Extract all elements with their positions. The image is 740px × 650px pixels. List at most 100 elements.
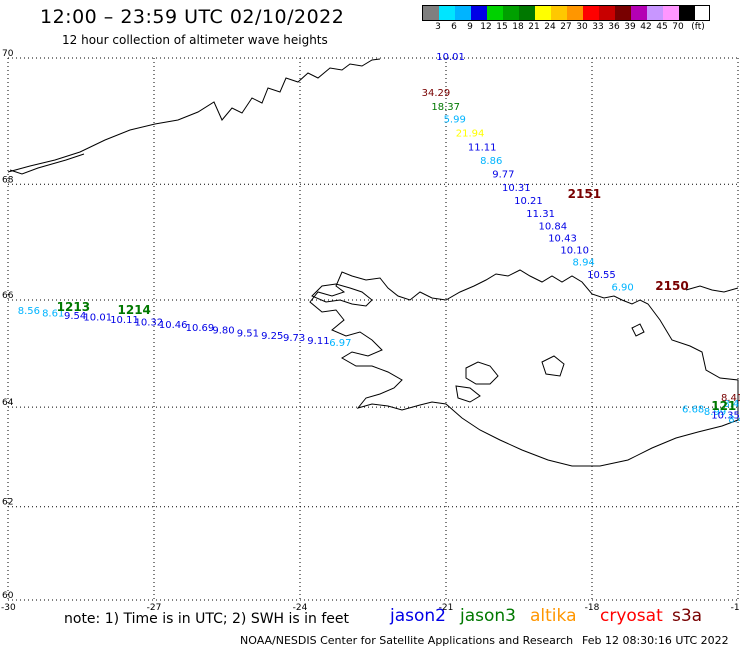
legend-tick-label: 15 — [496, 22, 508, 32]
legend-swatch — [503, 6, 519, 20]
satellite-s3a-label: s3a — [672, 606, 703, 626]
wave-height-value: 18.37 — [431, 102, 460, 113]
legend-swatch — [679, 6, 695, 20]
legend-tick-label: 3 — [435, 22, 441, 32]
legend-swatch — [439, 6, 455, 20]
latitude-label: 64 — [2, 398, 14, 408]
wave-height-value: 11.11 — [468, 143, 497, 154]
pass-time-label: 2150 — [655, 279, 688, 293]
legend-tick-label: 21 — [528, 22, 540, 32]
wave-height-value: 8.47 — [728, 414, 740, 425]
wave-height-value: 6.90 — [611, 283, 633, 294]
wave-height-value: 6.97 — [329, 338, 351, 349]
wave-height-value: 10.84 — [538, 221, 567, 232]
legend-tick-labels: 3 6 9 12 15 18 21 24 27 30 33 36 39 42 45 70 (ft) — [422, 22, 710, 32]
pass-time-label: 1214 — [118, 303, 151, 317]
longitude-label: -18 — [585, 603, 600, 613]
legend-swatch — [663, 6, 679, 20]
legend-swatch — [583, 6, 599, 20]
wave-height-value: 9.11 — [307, 336, 329, 347]
pass-time-label: 2151 — [568, 187, 601, 201]
wave-height-value: 9.77 — [492, 170, 514, 181]
wave-height-value: 10.10 — [560, 246, 589, 257]
legend-swatch — [487, 6, 503, 20]
satellite-jason2-label: jason2 — [390, 606, 446, 626]
legend-swatch — [455, 6, 471, 20]
chart-subtitle: 12 hour collection of altimeter wave hei… — [62, 33, 328, 47]
legend-tick-label: 24 — [544, 22, 556, 32]
wave-height-value: 10.69 — [186, 323, 215, 334]
wave-height-value: 8.99 — [704, 407, 726, 418]
latitude-label: 60 — [2, 591, 14, 601]
wave-height-value: 8.41 — [721, 393, 740, 404]
satellite-pass-labels: 2151 2150 1213 1214 121 — [57, 187, 737, 413]
greenland-coastline — [7, 58, 381, 173]
legend-tick-label: 70 — [672, 22, 684, 32]
wave-height-value: 9.51 — [237, 328, 259, 339]
wave-height-legend: 3 6 9 12 15 18 21 24 27 30 33 36 39 42 45 70 (ft) — [422, 5, 710, 32]
wave-height-value: 8.56 — [18, 306, 40, 317]
wave-height-value: 9.54 — [64, 311, 86, 322]
longitude-label: -15 — [731, 603, 740, 613]
legend-tick-label: 18 — [512, 22, 524, 32]
credit-line: NOAA/NESDIS Center for Satellite Applica… — [240, 634, 574, 647]
legend-tick-label: 30 — [576, 22, 588, 32]
legend-swatch — [615, 6, 631, 20]
legend-swatch — [567, 6, 583, 20]
wave-height-value: 21.94 — [456, 128, 485, 139]
longitude-label: -21 — [439, 603, 454, 613]
wave-height-value: 10.46 — [159, 320, 188, 331]
chart-title: 12:00 – 23:59 UTC 02/10/2022 — [40, 6, 345, 28]
wave-height-value: 6.68 — [682, 405, 704, 416]
wave-height-value: 5.99 — [444, 115, 466, 126]
lat-lon-grid — [7, 57, 739, 601]
wave-height-value: 9.80 — [212, 326, 234, 337]
units-note: note: 1) Time is in UTC; 2) SWH is in fe… — [64, 611, 350, 627]
wave-height-value: 10.21 — [514, 196, 543, 207]
pass-time-label: 121 — [711, 399, 736, 413]
legend-tick-label: 33 — [592, 22, 604, 32]
pass-time-label: 1213 — [57, 300, 90, 314]
legend-tick-label: 12 — [480, 22, 492, 32]
legend-swatch — [535, 6, 551, 20]
lake-2 — [541, 355, 565, 377]
legend-swatch — [471, 6, 487, 20]
legend-tick-label: 6 — [451, 22, 457, 32]
latitude-label: 70 — [2, 49, 14, 59]
legend-tick-label: 9 — [467, 22, 473, 32]
wave-height-value: 10.35 — [711, 410, 740, 421]
greenland-coastline-inner — [9, 153, 85, 175]
legend-swatch — [423, 6, 439, 20]
lake-3 — [455, 385, 481, 403]
legend-tick-label: 45 — [656, 22, 668, 32]
wave-height-value: 8.61 — [42, 309, 64, 320]
legend-swatch — [519, 6, 535, 20]
latitude-label: 68 — [2, 175, 14, 185]
legend-swatch — [599, 6, 615, 20]
legend-tick-label: 27 — [560, 22, 572, 32]
generated-timestamp: Feb 12 08:30:16 UTC 2022 — [582, 634, 729, 647]
legend-tick-label: 42 — [640, 22, 652, 32]
wave-height-value: 34.29 — [422, 88, 451, 99]
legend-swatch — [647, 6, 663, 20]
satellite-altika-label: altika — [530, 606, 577, 626]
latitude-label: 66 — [2, 291, 14, 301]
jan-mayen-shoreline — [631, 323, 645, 337]
wave-height-observations: 10.01 34.29 18.37 5.99 21.94 11.11 8.86 9.77 10.… — [18, 52, 740, 425]
longitude-label: -30 — [1, 603, 16, 613]
wave-height-value: 10.01 — [436, 52, 465, 63]
wave-height-value: 10.55 — [587, 270, 616, 281]
latitude-label: 62 — [2, 498, 13, 508]
wave-height-value: 9.73 — [283, 333, 305, 344]
legend-color-bar — [422, 5, 710, 21]
wave-height-value: 8.43 — [723, 399, 740, 410]
longitude-label: -27 — [147, 603, 162, 613]
wave-height-value: 11.31 — [526, 209, 555, 220]
wave-height-value: 10.01 — [83, 312, 112, 323]
legend-tick-label: 39 — [624, 22, 636, 32]
legend-swatch — [631, 6, 647, 20]
wave-height-value: 8.86 — [480, 156, 502, 167]
legend-tick-label: 36 — [608, 22, 620, 32]
lat-lon-labels: -30 -27 -24 -21 -18 -15 70 68 66 64 62 60 — [1, 49, 740, 613]
